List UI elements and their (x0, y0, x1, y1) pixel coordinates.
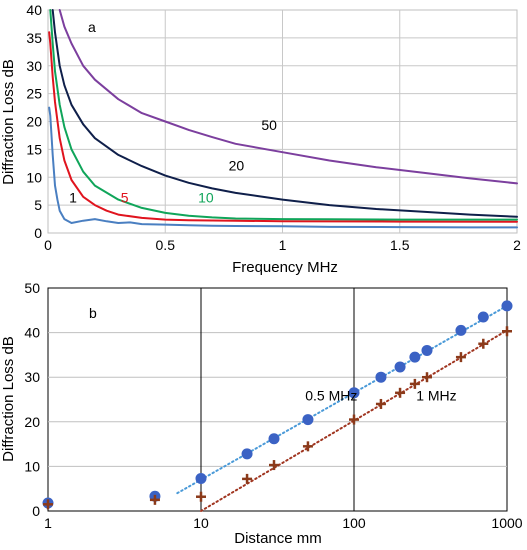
data-point-1-mhz (268, 460, 279, 471)
y-tick-label-a: 20 (26, 114, 42, 130)
curve-label-20: 20 (229, 158, 245, 174)
panel-label-a: a (88, 19, 96, 35)
curve-labels-b: 0.5 MHz 1 MHz (305, 387, 456, 403)
trendline-0-5-mhz (176, 304, 508, 495)
curve-label-10: 10 (198, 189, 214, 205)
data-point-0-5-mhz (455, 324, 467, 336)
series-b (42, 300, 513, 512)
series-line-1 (48, 106, 518, 229)
x-tick-label-b: 10 (193, 515, 209, 531)
data-point-1-mhz (421, 372, 432, 383)
y-tick-labels-b: 0 10 20 30 40 50 (24, 280, 40, 519)
series-line-10 (49, 9, 518, 221)
data-point-1-mhz (302, 441, 313, 452)
x-axis-label-a: Frequency MHz (232, 259, 338, 276)
data-point-1-mhz (502, 326, 512, 337)
series-a (48, 9, 518, 229)
data-point-1-mhz (409, 378, 420, 389)
data-point-0-5-mhz (375, 371, 387, 383)
plot-area-b (47, 287, 508, 512)
series-label: 1 MHz (416, 387, 456, 403)
data-point-1-mhz (395, 387, 406, 398)
y-tick-label-a: 30 (26, 58, 42, 74)
curve-label-50: 50 (261, 117, 277, 133)
y-tick-label-b: 30 (24, 369, 40, 385)
x-tick-label-b: 1000 (491, 515, 522, 531)
series-line-20 (51, 9, 518, 218)
x-tick-label-a: 2 (513, 237, 521, 253)
data-point-0-5-mhz (477, 311, 489, 323)
y-tick-label-a: 35 (26, 30, 42, 46)
data-point-1-mhz (455, 352, 466, 363)
curve-label-5: 5 (121, 189, 129, 205)
data-point-0-5-mhz (409, 351, 421, 363)
series-line-50 (58, 9, 518, 185)
data-point-0-5-mhz (501, 300, 513, 312)
data-point-0-5-mhz (348, 387, 360, 399)
series-line-5 (48, 31, 518, 223)
y-tick-label-a: 25 (26, 86, 42, 102)
x-tick-label-b: 1 (44, 515, 52, 531)
data-point-1-mhz (478, 338, 489, 349)
y-tick-label-b: 50 (24, 280, 40, 296)
x-axis-label-b: Distance mm (234, 530, 322, 547)
x-tick-label-a: 1.5 (390, 237, 410, 253)
curve-labels-a: 1 5 10 20 50 (69, 117, 277, 205)
y-tick-label-b: 10 (24, 458, 40, 474)
y-tick-label-b: 20 (24, 414, 40, 430)
x-tick-label-a: 0 (44, 237, 52, 253)
x-tick-label-b: 100 (342, 515, 366, 531)
y-axis-label-b: Diffraction Loss dB (0, 336, 17, 462)
curve-label-1: 1 (69, 189, 77, 205)
panel-b: 0 10 20 30 40 50 1 10 100 1000 0.5 MHz 1 MHz b Di… (0, 280, 523, 547)
y-tick-labels-a: 0 5 10 15 20 25 30 35 40 (26, 2, 42, 241)
panel-label-b: b (89, 305, 97, 321)
y-axis-label-a: Diffraction Loss dB (0, 59, 17, 185)
y-tick-label-b: 40 (24, 325, 40, 341)
y-tick-label-a: 5 (34, 197, 42, 213)
data-point-1-mhz (349, 414, 359, 425)
series-label: 0.5 MHz (305, 387, 357, 403)
y-tick-label-a: 15 (26, 141, 42, 157)
data-point-1-mhz (196, 491, 206, 502)
y-tick-label-a: 10 (26, 169, 42, 185)
x-tick-labels-a: 0 0.5 1 1.5 2 (44, 237, 521, 253)
data-point-0-5-mhz (394, 361, 406, 373)
data-point-0-5-mhz (268, 433, 280, 445)
data-point-1-mhz (149, 494, 160, 505)
y-tick-label-a: 40 (26, 2, 42, 18)
y-tick-label-a: 0 (34, 225, 42, 241)
grid-a (48, 10, 517, 233)
data-point-1-mhz (43, 499, 53, 510)
data-point-0-5-mhz (195, 472, 207, 484)
x-tick-labels-b: 1 10 100 1000 (44, 515, 523, 531)
data-point-1-mhz (375, 398, 386, 409)
x-tick-label-a: 1 (279, 237, 287, 253)
data-point-0-5-mhz (302, 414, 314, 426)
data-point-0-5-mhz (241, 448, 253, 460)
y-tick-label-b: 0 (32, 503, 40, 519)
x-tick-label-a: 0.5 (156, 237, 176, 253)
data-point-1-mhz (242, 473, 253, 484)
data-point-0-5-mhz (421, 344, 433, 356)
